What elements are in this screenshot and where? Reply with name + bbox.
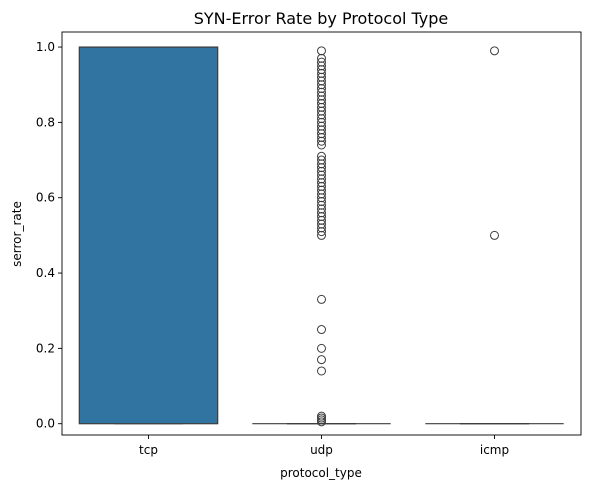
outlier-point [490, 230, 499, 240]
y-tick-label: 0.0 [36, 417, 55, 431]
outlier-point [317, 151, 326, 161]
outlier-point [317, 366, 326, 376]
y-tick-label: 0.8 [36, 115, 55, 129]
x-tick-label: icmp [480, 443, 509, 457]
outlier-point [317, 325, 326, 335]
outlier-point [317, 46, 326, 56]
outlier-point [317, 155, 326, 165]
y-axis-label: serror_rate [10, 201, 24, 267]
outlier-point [317, 355, 326, 365]
outlier-point [317, 294, 326, 304]
outlier-point [490, 46, 499, 56]
plot-area [78, 46, 564, 427]
x-axis-label: protocol_type [280, 466, 362, 480]
chart-title: SYN-Error Rate by Protocol Type [194, 9, 449, 28]
outlier-point [317, 411, 326, 421]
y-tick-label: 0.4 [36, 266, 55, 280]
outlier-point [317, 343, 326, 353]
box-tcp [78, 46, 219, 425]
x-tick-label: udp [310, 443, 333, 457]
outlier-point [317, 57, 326, 67]
y-tick-label: 0.6 [36, 191, 55, 205]
x-tick-label: tcp [139, 443, 158, 457]
y-tick-label: 0.2 [36, 341, 55, 355]
y-tick-label: 1.0 [36, 40, 55, 54]
